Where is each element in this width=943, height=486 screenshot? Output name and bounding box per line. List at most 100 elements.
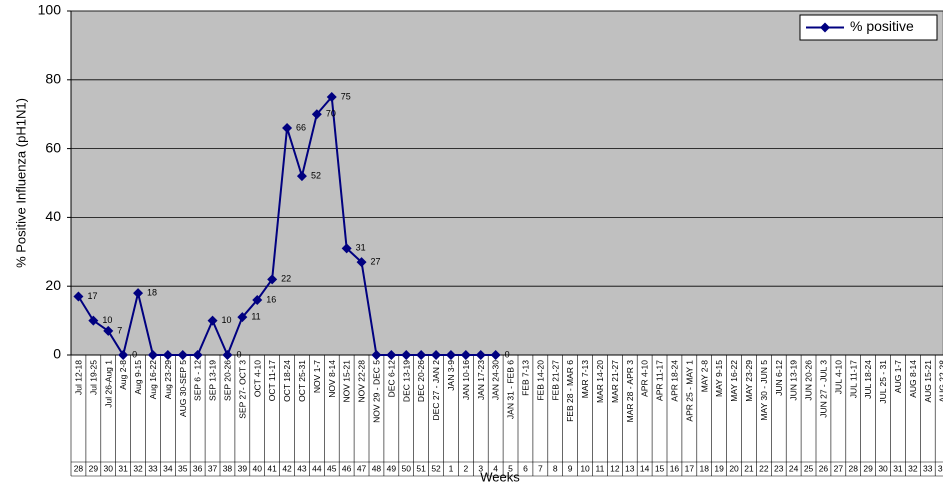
week-number: 36 xyxy=(193,463,203,473)
week-number: 3 xyxy=(478,463,483,473)
week-number: 11 xyxy=(596,463,605,473)
week-number: 29 xyxy=(89,463,99,473)
x-tick-label: JUL 11-17 xyxy=(848,360,858,399)
week-number: 49 xyxy=(387,463,397,473)
x-tick-label: Jul 26-Aug 1 xyxy=(103,360,113,408)
week-number: 20 xyxy=(729,463,739,473)
y-tick-label: 20 xyxy=(45,277,61,293)
x-tick-label: JAN 24-30 xyxy=(491,360,501,400)
value-label: 7 xyxy=(117,325,122,335)
x-tick-label: NOV 8-14 xyxy=(327,360,337,398)
marker xyxy=(475,350,486,360)
week-number: 41 xyxy=(267,463,277,473)
x-tick-label: Jul 12-18 xyxy=(73,360,83,395)
x-tick-label: MAY 16-22 xyxy=(729,360,739,402)
marker xyxy=(401,350,412,360)
week-number: 34 xyxy=(163,463,173,473)
x-tick-label: APR 11-17 xyxy=(655,360,665,401)
x-tick-label: JAN 17-23 xyxy=(476,360,486,400)
value-label: 52 xyxy=(311,170,321,180)
week-number: 25 xyxy=(804,463,814,473)
x-tick-label: FEB 14-20 xyxy=(535,360,545,401)
week-number: 7 xyxy=(538,463,543,473)
x-tick-label: DEC 6-12 xyxy=(386,360,396,398)
week-number: 30 xyxy=(878,463,888,473)
week-number: 51 xyxy=(416,463,426,473)
week-number: 28 xyxy=(74,463,84,473)
week-number: 8 xyxy=(553,463,558,473)
week-number: 19 xyxy=(714,463,724,473)
week-number: 12 xyxy=(610,463,620,473)
marker xyxy=(222,350,233,360)
value-label: 10 xyxy=(102,315,112,325)
x-tick-label: MAR 21-27 xyxy=(610,360,620,403)
x-tick-label: DEC 27 - JAN 2 xyxy=(431,360,441,421)
week-number: 33 xyxy=(148,463,158,473)
week-number: 33 xyxy=(923,463,933,473)
marker xyxy=(252,294,263,305)
y-tick-label: 0 xyxy=(53,346,61,362)
x-axis-title: Weeks xyxy=(480,469,520,484)
value-label: 18 xyxy=(147,287,157,297)
x-tick-label: JUL 25 - 31 xyxy=(878,360,888,404)
value-label: 0 xyxy=(505,349,510,359)
marker xyxy=(490,350,501,360)
week-number: 22 xyxy=(759,463,769,473)
x-tick-label: Aug 9-15 xyxy=(133,360,143,395)
marker xyxy=(371,350,382,360)
marker xyxy=(356,257,367,268)
x-tick-label: Jul 19-25 xyxy=(88,360,98,395)
week-number: 42 xyxy=(282,463,292,473)
week-number: 40 xyxy=(253,463,263,473)
x-tick-label: DEC 20-26 xyxy=(416,360,426,402)
week-number: 44 xyxy=(312,463,322,473)
marker xyxy=(177,350,188,360)
marker xyxy=(118,350,129,360)
x-tick-label: AUG 30-SEP 5 xyxy=(178,360,188,417)
x-tick-label: JUN 20-26 xyxy=(804,360,814,401)
week-number: 30 xyxy=(104,463,114,473)
week-number: 23 xyxy=(774,463,784,473)
y-tick-label: 100 xyxy=(38,2,62,18)
week-number: 1 xyxy=(449,463,454,473)
legend-label: % positive xyxy=(850,18,914,34)
x-tick-label: MAR 28 - APR 3 xyxy=(625,360,635,423)
week-number: 45 xyxy=(327,463,337,473)
value-label: 27 xyxy=(371,256,381,266)
value-label: 0 xyxy=(132,349,137,359)
week-number: 17 xyxy=(685,463,695,473)
marker xyxy=(311,109,322,120)
week-number: 26 xyxy=(819,463,829,473)
x-tick-label: SEP 27- OCT 3 xyxy=(237,360,247,419)
y-axis-title: % Positive Influenza (pH1N1) xyxy=(13,98,28,268)
x-tick-label: SEP 20-26 xyxy=(222,360,232,401)
week-number: 10 xyxy=(580,463,590,473)
week-number: 18 xyxy=(700,463,710,473)
marker xyxy=(192,350,203,360)
marker xyxy=(282,122,293,133)
week-number: 28 xyxy=(849,463,859,473)
x-tick-label: AUG 15-21 xyxy=(923,360,933,403)
week-number: 46 xyxy=(342,463,352,473)
marker xyxy=(341,243,352,254)
week-number: 21 xyxy=(744,463,754,473)
x-tick-label: FEB 7-13 xyxy=(520,360,530,396)
x-tick-label: Aug 2-8 xyxy=(118,360,128,390)
x-tick-label: OCT 18-24 xyxy=(282,360,292,402)
value-label: 70 xyxy=(326,109,336,119)
week-number: 47 xyxy=(357,463,367,473)
x-tick-label: MAY 9-15 xyxy=(714,360,724,397)
marker xyxy=(460,350,471,360)
x-tick-label: SEP 6 - 12 xyxy=(193,360,203,401)
week-number: 35 xyxy=(178,463,188,473)
marker xyxy=(162,350,173,360)
marker xyxy=(267,274,278,285)
week-number: 32 xyxy=(133,463,143,473)
week-number: 6 xyxy=(523,463,528,473)
x-tick-label: NOV 22-28 xyxy=(357,360,367,403)
week-number: 33 xyxy=(938,463,943,473)
week-number: 29 xyxy=(863,463,873,473)
week-number: 13 xyxy=(625,463,635,473)
x-tick-label: JAN 10-16 xyxy=(461,360,471,400)
